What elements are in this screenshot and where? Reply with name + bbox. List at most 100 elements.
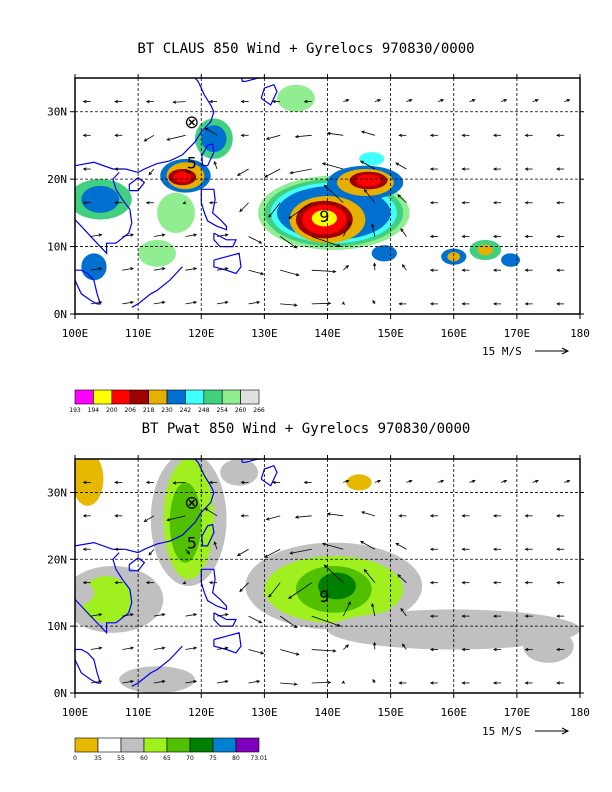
claus-coastline-3 <box>201 143 215 167</box>
claus-field-contour-21 <box>138 239 176 267</box>
claus-gyre-marker-0: ⊗ <box>184 112 199 133</box>
pwat-coastline-9 <box>260 464 278 487</box>
claus-wind-arrow <box>239 202 249 213</box>
claus-wind-arrow <box>401 264 407 271</box>
claus-wind-arrow <box>213 160 218 170</box>
claus-colorbar-label: 242 <box>180 407 192 414</box>
pwat-wind-arrow <box>208 480 218 485</box>
pwat-wind-arrow <box>437 479 445 483</box>
pwat-wind-arrow <box>469 479 476 483</box>
pwat-wind-arrow <box>90 613 103 617</box>
pwat-colorbar-swatch-0 <box>74 737 99 753</box>
claus-wind-arrow <box>395 162 407 170</box>
claus-colorbar-label: 218 <box>143 407 155 414</box>
pwat-wind-arrow <box>524 581 533 585</box>
claus-wind-arrow <box>122 267 135 271</box>
claus-wind-arrow <box>429 167 438 171</box>
claus-field-contour-15 <box>173 171 192 183</box>
claus-wind-arrow <box>264 168 281 178</box>
claus-wind-arrow <box>556 302 565 306</box>
pwat-gyre-marker-0: ⊗ <box>184 492 199 513</box>
claus-wind-arrow <box>208 99 218 104</box>
pwat-wind-arrow <box>524 614 533 618</box>
pwat-coastline-2 <box>128 557 146 572</box>
pwat-wind-arrow <box>363 568 376 583</box>
claus-wind-arrow <box>492 201 502 205</box>
claus-colorbar-label: 200 <box>106 407 118 414</box>
claus-wind-arrow <box>248 269 265 276</box>
pwat-wind-arrow <box>153 613 166 617</box>
pwat-colorbar-swatch-5 <box>189 737 214 753</box>
pwat-wind-arrow <box>492 547 502 551</box>
claus-wind-arrow <box>240 99 249 104</box>
pwat-coastline-7 <box>131 645 183 687</box>
claus-coastline-7 <box>131 266 183 308</box>
pwat-colorbar-label: 65 <box>163 755 171 762</box>
pwat-wind-arrow <box>216 646 229 650</box>
claus-wind-arrow <box>114 133 123 137</box>
claus-colorbar-label: 230 <box>161 407 173 414</box>
claus-x-tick-label: 160E <box>441 327 468 340</box>
claus-wind-arrow <box>492 268 502 272</box>
pwat-wind-arrow <box>359 540 376 550</box>
claus-wind-arrow <box>122 233 135 237</box>
pwat-wind-arrow <box>185 646 198 650</box>
claus-wind-arrow <box>429 268 438 272</box>
pwat-wind-arrow <box>397 574 407 583</box>
claus-wind-arrow <box>360 130 375 136</box>
pwat-wind-arrow <box>143 515 155 523</box>
claus-wind-arrow <box>372 262 377 271</box>
pwat-wind-arrow <box>114 581 123 585</box>
pwat-wind-arrow <box>492 681 502 685</box>
claus-gyre-marker-2: 9 <box>319 207 329 226</box>
claus-wind-arrow <box>185 233 198 237</box>
claus-wind-arrow <box>280 303 298 307</box>
pwat-wind-arrow <box>532 479 539 483</box>
pwat-wind-arrow <box>153 646 166 650</box>
pwat-wind-arrow <box>185 679 198 684</box>
pwat-colorbar-swatch-3 <box>143 737 168 753</box>
pwat-x-tick-label: 110E <box>125 706 152 719</box>
pwat-colorbar-label: 75 <box>209 755 217 762</box>
pwat-x-tick-label: 160E <box>441 706 468 719</box>
pwat-wind-arrow <box>461 547 470 551</box>
claus-colorbar-swatch-7 <box>203 389 223 405</box>
claus-wind-arrow <box>248 236 263 244</box>
claus-wind-arrow <box>182 201 187 205</box>
pwat-wind-arrow <box>524 514 533 518</box>
pwat-x-tick-label: 130E <box>251 706 278 719</box>
pwat-wind-arrow <box>372 678 376 684</box>
claus-wind-arrow <box>524 268 533 272</box>
pwat-field-contour-9 <box>75 579 94 607</box>
claus-wind-arrow <box>289 168 312 175</box>
pwat-wind-arrow <box>114 480 123 485</box>
pwat-wind-arrow <box>280 649 300 656</box>
pwat-wind-arrow <box>343 644 350 650</box>
pwat-wind-arrow <box>236 548 249 557</box>
pwat-colorbar-swatch-2 <box>120 737 145 753</box>
claus-y-tick-label: 0N <box>54 308 67 321</box>
pwat-wind-arrow <box>492 647 502 652</box>
pwat-wind-arrow <box>461 681 470 685</box>
claus-wind-arrow <box>145 99 154 104</box>
claus-wind-arrow <box>288 202 312 219</box>
pwat-field-contour-13 <box>75 459 104 506</box>
claus-wind-arrow <box>564 99 571 103</box>
pwat-wind-arrow <box>166 515 186 522</box>
pwat-plot-area: ⊗ 5 9 <box>75 459 580 693</box>
pwat-colorbar-label: 55 <box>117 755 125 762</box>
pwat-colorbar-label: 60 <box>140 755 148 762</box>
claus-wind-arrow <box>90 300 103 305</box>
pwat-wind-arrow <box>82 547 91 551</box>
claus-wind-arrow <box>461 302 470 306</box>
claus-wind-arrow <box>374 99 382 103</box>
claus-wind-arrow <box>166 134 186 141</box>
pwat-wind-arrow <box>492 514 502 518</box>
claus-colorbar-swatch-0 <box>74 389 94 405</box>
pwat-wind-arrow <box>401 643 407 650</box>
pwat-wind-arrow <box>372 641 377 650</box>
claus-wind-arrow <box>143 134 155 142</box>
claus-wind-arrow <box>323 184 344 204</box>
pwat-wind-arrow <box>374 479 382 483</box>
claus-wind-arrow <box>82 99 91 104</box>
